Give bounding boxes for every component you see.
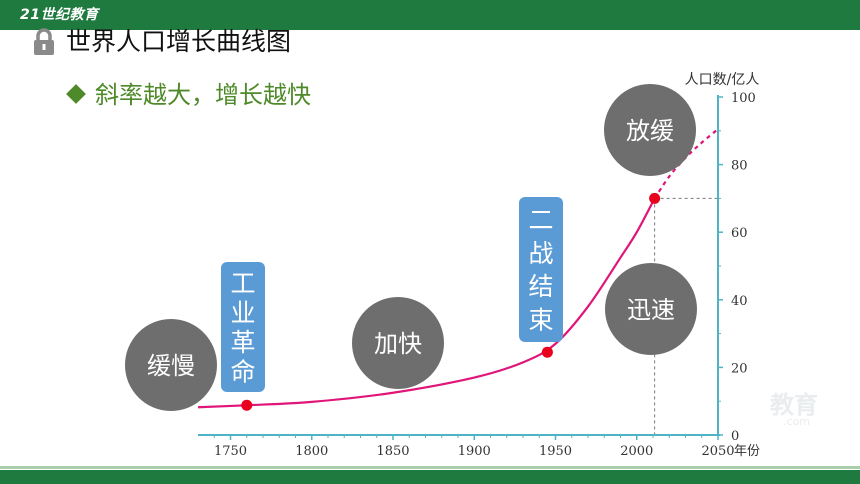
- bullet-point: 斜率越大，增长越快: [66, 75, 311, 110]
- trend-bubble: [352, 297, 444, 389]
- x-tick-label: 2000: [620, 444, 653, 459]
- top-bar: [0, 0, 860, 30]
- event-tag-char: 结: [528, 272, 553, 301]
- y-tick-label: 20: [731, 361, 748, 376]
- highlight-point: [649, 192, 661, 204]
- x-tick-label: 1850: [376, 444, 409, 459]
- watermark-sub: .com: [783, 415, 810, 428]
- trend-bubble: [605, 263, 697, 355]
- y-tick-label: 0: [731, 429, 739, 444]
- trend-bubble: [604, 84, 696, 176]
- highlight-point: [241, 399, 253, 411]
- event-tag-char: 命: [230, 357, 255, 386]
- y-tick-label: 60: [731, 226, 748, 241]
- event-tag-char: 二: [528, 206, 553, 235]
- event-tag: [519, 197, 563, 342]
- bottom-divider: [0, 466, 860, 469]
- event-tag-char: 工: [230, 269, 255, 298]
- y-tick-label: 80: [731, 159, 748, 174]
- trend-bubble: [125, 319, 217, 411]
- x-tick-label: 1900: [458, 444, 491, 459]
- x-tick-label: 1950: [539, 444, 572, 459]
- y-tick-label: 100: [731, 91, 756, 106]
- page-title: 世界人口增长曲线图: [66, 27, 292, 56]
- trend-bubble-label: 加快: [374, 330, 422, 358]
- bottom-bar: [0, 470, 860, 484]
- x-axis-label: 年份: [734, 444, 760, 459]
- event-tag-char: 束: [528, 305, 553, 334]
- event-tag-char: 战: [528, 239, 553, 268]
- bullet-text: 斜率越大，增长越快: [95, 81, 311, 109]
- y-tick-label: 40: [731, 294, 748, 309]
- event-tag-char: 业: [230, 298, 255, 327]
- watermark: 教育: [770, 391, 818, 419]
- trend-bubble-label: 缓慢: [147, 352, 195, 380]
- lock-icon: [34, 28, 54, 55]
- x-tick-label: 1800: [295, 444, 328, 459]
- highlight-point: [541, 346, 553, 358]
- x-tick-label: 1750: [214, 444, 247, 459]
- population-line: [197, 197, 656, 409]
- trend-bubble-label: 迅速: [627, 296, 675, 324]
- event-tag-char: 革: [230, 328, 255, 357]
- y-axis-label: 人口数/亿人: [685, 72, 760, 88]
- brand-logo: 21世纪教育: [20, 7, 99, 23]
- trend-bubble-label: 放缓: [626, 117, 674, 145]
- event-tag: [221, 262, 265, 392]
- x-tick-label: 2050: [701, 444, 734, 459]
